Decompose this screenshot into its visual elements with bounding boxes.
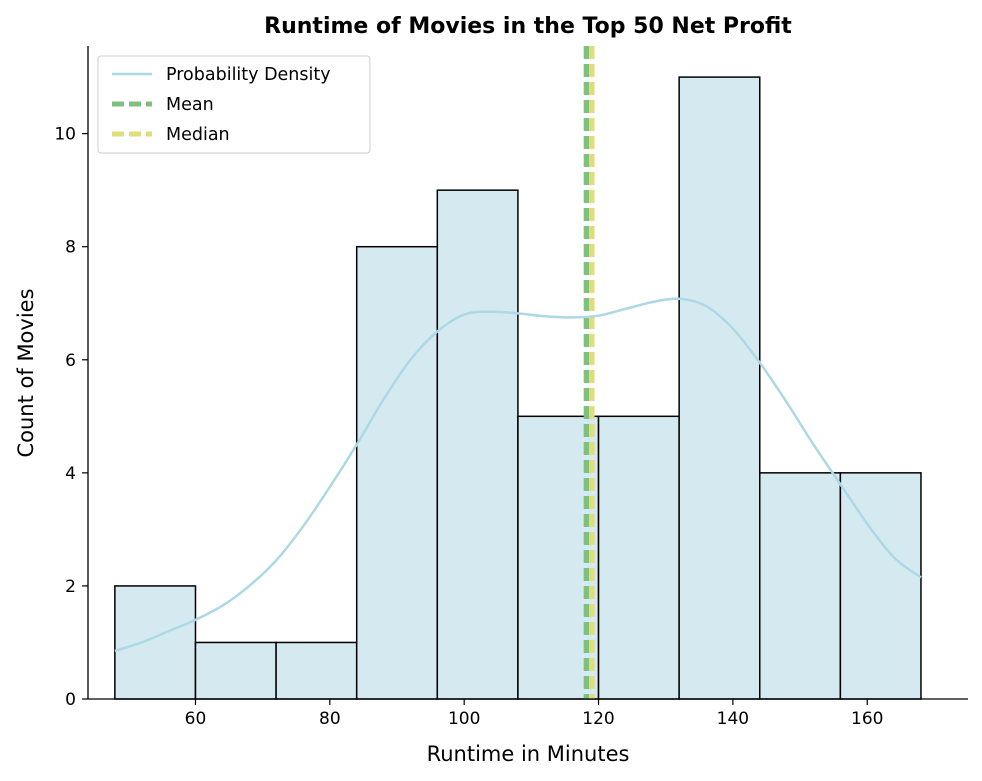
histogram-bar-8 xyxy=(759,472,842,700)
legend: Probability Density Mean Median xyxy=(97,55,371,154)
y-axis-label: Count of Movies xyxy=(14,288,38,457)
legend-density-label: Probability Density xyxy=(166,65,331,85)
legend-mean-label: Mean xyxy=(166,95,214,115)
histogram-bar-6 xyxy=(597,415,680,700)
vlines-group xyxy=(583,46,595,699)
x-ticks-group: 60 80 100 120 140 160 xyxy=(185,699,883,729)
histogram-bar-1 xyxy=(194,641,277,700)
histogram-bar-2 xyxy=(275,641,358,700)
histogram-bar-4 xyxy=(436,189,519,700)
histogram-bar-7 xyxy=(678,76,761,700)
legend-median-label: Median xyxy=(166,125,230,145)
x-tick-label-80: 80 xyxy=(319,709,341,729)
histogram-bar-3 xyxy=(355,245,439,700)
y-tick-label-6: 6 xyxy=(65,351,76,371)
histogram-bar-9 xyxy=(839,472,922,700)
y-tick-label-4: 4 xyxy=(65,464,76,484)
axes-group xyxy=(87,46,968,700)
histogram-bar-0 xyxy=(114,585,197,700)
x-tick-label-140: 140 xyxy=(717,709,749,729)
chart-title: Runtime of Movies in the Top 50 Net Prof… xyxy=(264,14,792,39)
density-group xyxy=(114,297,922,653)
y-tick-label-2: 2 xyxy=(65,577,76,597)
density-curve xyxy=(114,297,922,653)
x-axis-label: Runtime in Minutes xyxy=(427,742,630,766)
y-tick-label-0: 0 xyxy=(65,690,76,710)
y-ticks-group: 0 2 4 6 8 10 xyxy=(54,125,88,710)
y-tick-label-8: 8 xyxy=(65,238,76,258)
x-tick-label-160: 160 xyxy=(851,709,883,729)
y-tick-label-10: 10 xyxy=(54,125,76,145)
x-tick-label-60: 60 xyxy=(185,709,207,729)
legend-frame xyxy=(97,55,371,154)
x-tick-label-100: 100 xyxy=(448,709,480,729)
bars-group xyxy=(114,76,922,700)
x-tick-label-120: 120 xyxy=(582,709,614,729)
